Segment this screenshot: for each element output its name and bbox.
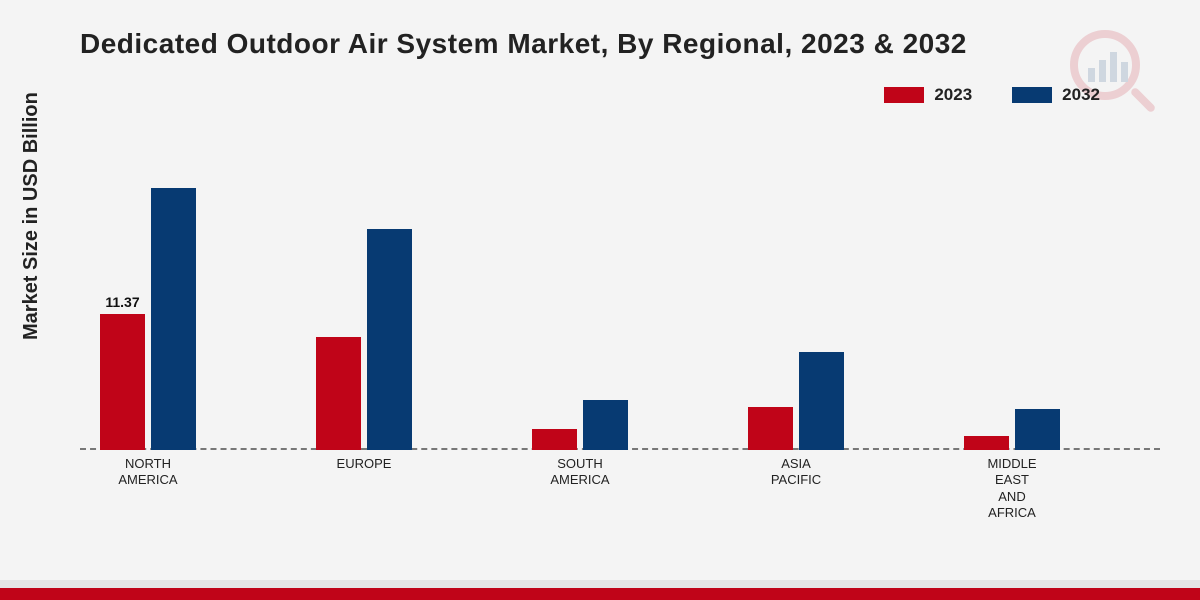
- bar-value-label: 11.37: [105, 294, 139, 310]
- bar-2032: [367, 229, 412, 450]
- legend-swatch-2032: [1012, 87, 1052, 103]
- category-label: ASIAPACIFIC: [716, 456, 876, 489]
- bar-group: [748, 352, 844, 450]
- bar-2023: [316, 337, 361, 450]
- bar-2023: [748, 407, 793, 450]
- legend-label-2023: 2023: [934, 85, 972, 105]
- bar-group: [964, 409, 1060, 450]
- legend-label-2032: 2032: [1062, 85, 1100, 105]
- bar-group: 11.37: [100, 188, 196, 450]
- category-label: MIDDLEEASTANDAFRICA: [932, 456, 1092, 521]
- bar-2032: [583, 400, 628, 450]
- bar-2032: [1015, 409, 1060, 450]
- bar-2023: [964, 436, 1009, 450]
- bar-group: [316, 229, 412, 450]
- legend-swatch-2023: [884, 87, 924, 103]
- footer-red-bar: [0, 588, 1200, 600]
- bar-2032: [151, 188, 196, 450]
- legend-item-2032: 2032: [1012, 85, 1100, 105]
- legend-item-2023: 2023: [884, 85, 972, 105]
- page-root: Dedicated Outdoor Air System Market, By …: [0, 0, 1200, 600]
- category-label: EUROPE: [284, 456, 444, 472]
- category-label: NORTHAMERICA: [68, 456, 228, 489]
- bar-2023: [532, 429, 577, 450]
- plot-area: 11.37NORTHAMERICAEUROPESOUTHAMERICAASIAP…: [80, 140, 1160, 450]
- bar-group: [532, 400, 628, 450]
- chart-title: Dedicated Outdoor Air System Market, By …: [80, 28, 967, 60]
- category-label: SOUTHAMERICA: [500, 456, 660, 489]
- y-axis-label: Market Size in USD Billion: [20, 92, 43, 340]
- watermark-logo: [1070, 30, 1160, 120]
- footer-gray-bar: [0, 580, 1200, 588]
- bar-2032: [799, 352, 844, 450]
- bar-2023: 11.37: [100, 314, 145, 450]
- legend: 2023 2032: [884, 85, 1100, 105]
